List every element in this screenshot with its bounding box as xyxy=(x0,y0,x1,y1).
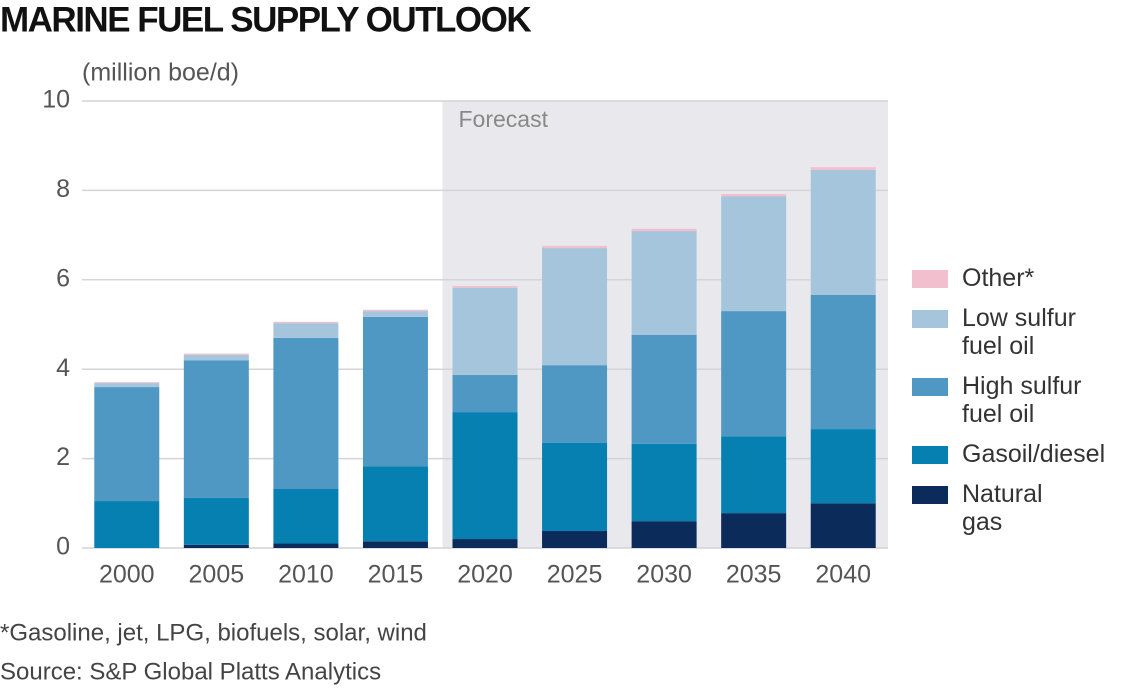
bar-segment xyxy=(721,196,787,312)
bar-segment xyxy=(273,323,339,338)
bar-segment xyxy=(452,539,518,548)
bar-segment xyxy=(721,513,787,548)
x-tick-label: 2010 xyxy=(278,561,334,589)
bar-segment xyxy=(183,360,249,498)
bar-segment xyxy=(183,497,249,545)
bar-segment xyxy=(183,544,249,548)
x-tick-label: 2035 xyxy=(726,561,782,589)
bar-segment xyxy=(631,443,697,522)
legend-item: High sulfur fuel oil xyxy=(912,372,1082,428)
bar-segment xyxy=(631,231,697,335)
legend-label: High sulfur fuel oil xyxy=(962,372,1082,428)
bar-segment xyxy=(94,382,160,384)
legend-label: Other* xyxy=(962,264,1035,292)
bar-segment xyxy=(94,387,160,502)
legend: Other* Low sulfur fuel oil High sulfur fue… xyxy=(912,264,1105,548)
bar-segment xyxy=(542,531,608,548)
legend-item: Other* xyxy=(912,264,1082,292)
bar-segment xyxy=(542,245,608,249)
bar-segment xyxy=(183,353,249,355)
bar-segment xyxy=(362,309,428,312)
bar-segment xyxy=(631,521,697,548)
bar-segment xyxy=(273,337,339,489)
x-tick-label: 2020 xyxy=(457,561,513,589)
forecast-label: Forecast xyxy=(459,106,549,132)
footnote: *Gasoline, jet, LPG, biofuels, solar, wi… xyxy=(0,619,427,646)
bar-segment xyxy=(542,365,608,443)
legend-swatch xyxy=(912,446,948,464)
y-tick-label: 2 xyxy=(56,443,70,471)
y-tick-label: 4 xyxy=(56,354,70,382)
legend-swatch xyxy=(912,310,948,328)
legend-label: Low sulfur fuel oil xyxy=(962,304,1076,360)
legend-label: Natural gas xyxy=(962,480,1043,536)
chart-title: MARINE FUEL SUPPLY OUTLOOK xyxy=(0,0,531,39)
bar-segment xyxy=(452,286,518,288)
bar-segment xyxy=(273,488,339,544)
legend-item: Gasoil/diesel xyxy=(912,440,1105,468)
legend-swatch xyxy=(912,378,948,396)
y-tick-label: 8 xyxy=(56,175,70,203)
bar-segment xyxy=(810,294,876,430)
bar-segment xyxy=(452,287,518,376)
legend-swatch xyxy=(912,486,948,504)
y-tick-label: 0 xyxy=(56,533,70,561)
bar-segment xyxy=(362,316,428,467)
bar-segment xyxy=(452,375,518,413)
bar-segment xyxy=(362,541,428,548)
source: Source: S&P Global Platts Analytics xyxy=(0,658,381,685)
bar-segment xyxy=(452,412,518,540)
x-tick-label: 2040 xyxy=(815,561,871,589)
bar-segment xyxy=(362,311,428,317)
bar-segment xyxy=(810,167,876,170)
y-axis-label: (million boe/d) xyxy=(82,59,239,87)
bar-segment xyxy=(94,501,160,548)
bar-segment xyxy=(273,321,339,324)
bar-segment xyxy=(94,383,160,388)
bar-segment xyxy=(631,228,697,232)
bar-segment xyxy=(721,436,787,514)
x-tick-label: 2030 xyxy=(636,561,692,589)
bar-segment xyxy=(542,248,608,366)
legend-swatch xyxy=(912,270,948,288)
bar-segment xyxy=(721,193,787,197)
bar-segment xyxy=(273,543,339,548)
x-tick-label: 2000 xyxy=(99,561,155,589)
legend-label: Gasoil/diesel xyxy=(962,440,1106,468)
legend-item: Natural gas xyxy=(912,480,1082,536)
bar-segment xyxy=(810,169,876,295)
y-tick-label: 10 xyxy=(42,86,70,114)
bar-segment xyxy=(183,354,249,361)
x-tick-label: 2025 xyxy=(547,561,603,589)
bar-segment xyxy=(721,311,787,437)
bar-segment xyxy=(542,442,608,532)
y-tick-label: 6 xyxy=(56,264,70,292)
x-tick-label: 2015 xyxy=(368,561,424,589)
legend-item: Low sulfur fuel oil xyxy=(912,304,1082,360)
bar-segment xyxy=(810,503,876,548)
bar-segment xyxy=(810,429,876,504)
x-tick-label: 2005 xyxy=(189,561,245,589)
bar-segment xyxy=(362,466,428,542)
bar-segment xyxy=(631,334,697,444)
